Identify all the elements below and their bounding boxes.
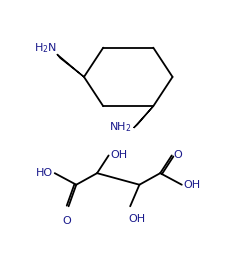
Polygon shape xyxy=(57,54,84,77)
Text: HO: HO xyxy=(36,168,53,178)
Text: OH: OH xyxy=(129,214,146,224)
Text: NH$_2$: NH$_2$ xyxy=(109,120,131,134)
Text: O: O xyxy=(173,151,182,161)
Text: OH: OH xyxy=(110,151,127,161)
Text: H$_2$N: H$_2$N xyxy=(34,41,57,55)
Text: O: O xyxy=(63,216,71,226)
Text: OH: OH xyxy=(183,180,200,190)
Polygon shape xyxy=(134,106,153,128)
